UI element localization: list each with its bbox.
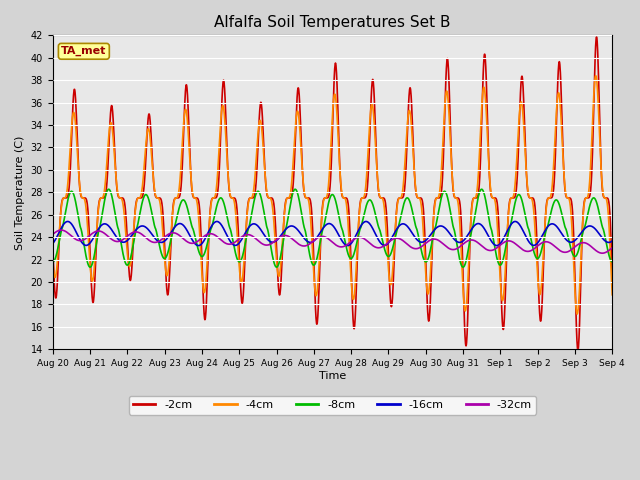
-16cm	[495, 241, 503, 247]
Legend: -2cm, -4cm, -8cm, -16cm, -32cm: -2cm, -4cm, -8cm, -16cm, -32cm	[129, 396, 536, 415]
-4cm	[361, 192, 369, 197]
-16cm	[195, 243, 202, 249]
-2cm	[349, 306, 356, 312]
-4cm	[495, 253, 503, 259]
-8cm	[349, 254, 356, 260]
-8cm	[575, 247, 582, 252]
-32cm	[559, 249, 567, 255]
Line: -8cm: -8cm	[52, 189, 612, 267]
Y-axis label: Soil Temperature (C): Soil Temperature (C)	[15, 135, 25, 250]
-32cm	[609, 245, 616, 251]
-32cm	[349, 237, 356, 243]
-8cm	[86, 264, 94, 270]
-2cm	[575, 344, 582, 349]
-32cm	[575, 241, 582, 247]
-4cm	[592, 73, 600, 79]
-4cm	[49, 258, 56, 264]
-8cm	[361, 207, 369, 213]
-16cm	[361, 219, 369, 225]
-4cm	[573, 311, 581, 317]
-2cm	[49, 246, 56, 252]
-2cm	[609, 277, 616, 283]
-16cm	[609, 238, 616, 244]
-8cm	[495, 262, 503, 268]
-32cm	[495, 243, 503, 249]
-4cm	[205, 230, 212, 236]
-4cm	[349, 294, 356, 300]
-32cm	[361, 236, 369, 242]
Title: Alfalfa Soil Temperatures Set B: Alfalfa Soil Temperatures Set B	[214, 15, 451, 30]
-32cm	[598, 250, 606, 256]
-2cm	[559, 139, 566, 144]
-2cm	[361, 195, 369, 201]
-2cm	[574, 348, 582, 353]
-4cm	[575, 303, 582, 309]
-2cm	[593, 34, 600, 40]
-16cm	[575, 233, 582, 239]
-8cm	[205, 233, 213, 239]
-32cm	[205, 231, 213, 237]
-4cm	[609, 292, 616, 298]
-16cm	[559, 233, 567, 239]
-32cm	[57, 227, 65, 233]
-16cm	[349, 238, 356, 244]
Line: -4cm: -4cm	[52, 76, 612, 314]
-8cm	[49, 259, 56, 265]
-8cm	[477, 186, 485, 192]
-8cm	[609, 259, 616, 265]
-16cm	[49, 240, 56, 246]
-16cm	[362, 218, 370, 224]
-32cm	[49, 231, 56, 237]
Line: -32cm: -32cm	[52, 230, 612, 253]
-8cm	[559, 217, 567, 223]
-4cm	[559, 148, 566, 154]
Line: -2cm: -2cm	[52, 37, 612, 350]
Text: TA_met: TA_met	[61, 46, 106, 57]
X-axis label: Time: Time	[319, 371, 346, 381]
-16cm	[205, 228, 213, 234]
Line: -16cm: -16cm	[52, 221, 612, 246]
-2cm	[495, 226, 503, 232]
-2cm	[205, 235, 212, 240]
